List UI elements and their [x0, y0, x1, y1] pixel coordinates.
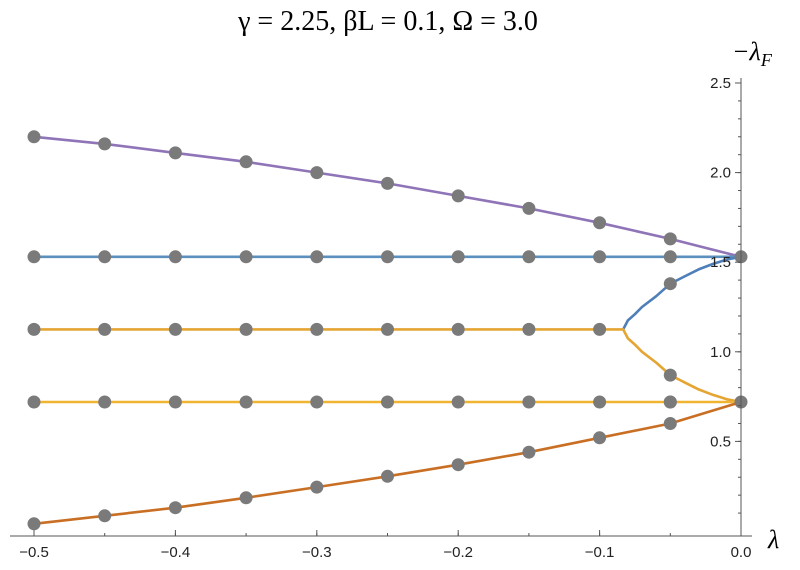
y-axis-label: −λF — [732, 37, 773, 70]
y-tick-label: 2.0 — [710, 165, 731, 182]
x-tick-label: −0.1 — [585, 544, 615, 561]
data-point — [593, 322, 607, 336]
data-point — [27, 395, 41, 409]
x-tick-label: −0.5 — [19, 544, 49, 561]
data-point — [239, 491, 253, 505]
data-point — [168, 322, 182, 336]
data-point — [381, 322, 394, 336]
y-tick-label: 2.5 — [710, 75, 731, 92]
data-point — [381, 395, 394, 409]
y-axis-label-subscript: F — [760, 50, 773, 70]
data-point — [310, 480, 324, 494]
data-point — [663, 395, 677, 409]
series-line-4 — [32, 328, 743, 404]
data-point — [239, 250, 253, 264]
data-point — [168, 146, 182, 160]
y-tick-label: 0.5 — [710, 433, 731, 450]
data-point — [27, 250, 41, 264]
data-point — [451, 189, 465, 203]
y-axis-label-main: −λ — [732, 37, 761, 66]
data-point — [239, 322, 253, 336]
data-point — [98, 137, 112, 151]
data-point — [27, 517, 41, 531]
data-point — [381, 250, 394, 264]
data-point — [663, 368, 677, 382]
y-ticks: 0.5 1.0 1.5 2.0 2.5 — [710, 75, 741, 514]
data-point — [310, 250, 324, 264]
data-point — [310, 395, 324, 409]
data-point — [522, 201, 536, 215]
data-point — [310, 166, 324, 180]
data-point — [239, 155, 253, 169]
data-point — [27, 130, 41, 144]
data-point — [381, 469, 394, 483]
data-point — [168, 395, 182, 409]
data-point — [593, 395, 607, 409]
data-point — [98, 509, 112, 523]
data-point — [451, 250, 465, 264]
data-point — [98, 250, 112, 264]
data-point — [593, 250, 607, 264]
data-point — [381, 176, 394, 190]
data-point — [593, 431, 607, 445]
data-point — [451, 322, 465, 336]
data-point — [522, 445, 536, 459]
data-point — [522, 322, 536, 336]
data-point — [168, 501, 182, 515]
y-tick-label: 1.5 — [710, 254, 731, 271]
data-point — [522, 250, 536, 264]
data-point — [310, 322, 324, 336]
data-point — [168, 250, 182, 264]
x-tick-label: −0.2 — [443, 544, 473, 561]
data-point — [451, 395, 465, 409]
x-tick-label: 0.0 — [731, 544, 752, 561]
data-point — [98, 322, 112, 336]
chart-title: γ = 2.25, βL = 0.1, Ω = 3.0 — [237, 6, 538, 37]
y-tick-label: 1.0 — [710, 344, 731, 361]
series-line-1 — [32, 135, 743, 259]
x-tick-label: −0.4 — [161, 544, 191, 561]
data-point — [98, 395, 112, 409]
data-point — [239, 395, 253, 409]
x-axis-label: λ — [767, 525, 779, 554]
data-point — [663, 417, 677, 430]
data-point — [663, 277, 677, 291]
series-line-6 — [32, 400, 743, 526]
x-tick-label: −0.3 — [302, 544, 332, 561]
x-ticks: −0.5 −0.4 −0.3 −0.2 −0.1 0.0 — [19, 530, 751, 561]
data-point — [522, 395, 536, 409]
data-point — [663, 232, 677, 246]
data-point — [27, 322, 41, 336]
data-point — [663, 250, 677, 264]
data-point — [593, 216, 607, 230]
data-point — [451, 458, 465, 472]
